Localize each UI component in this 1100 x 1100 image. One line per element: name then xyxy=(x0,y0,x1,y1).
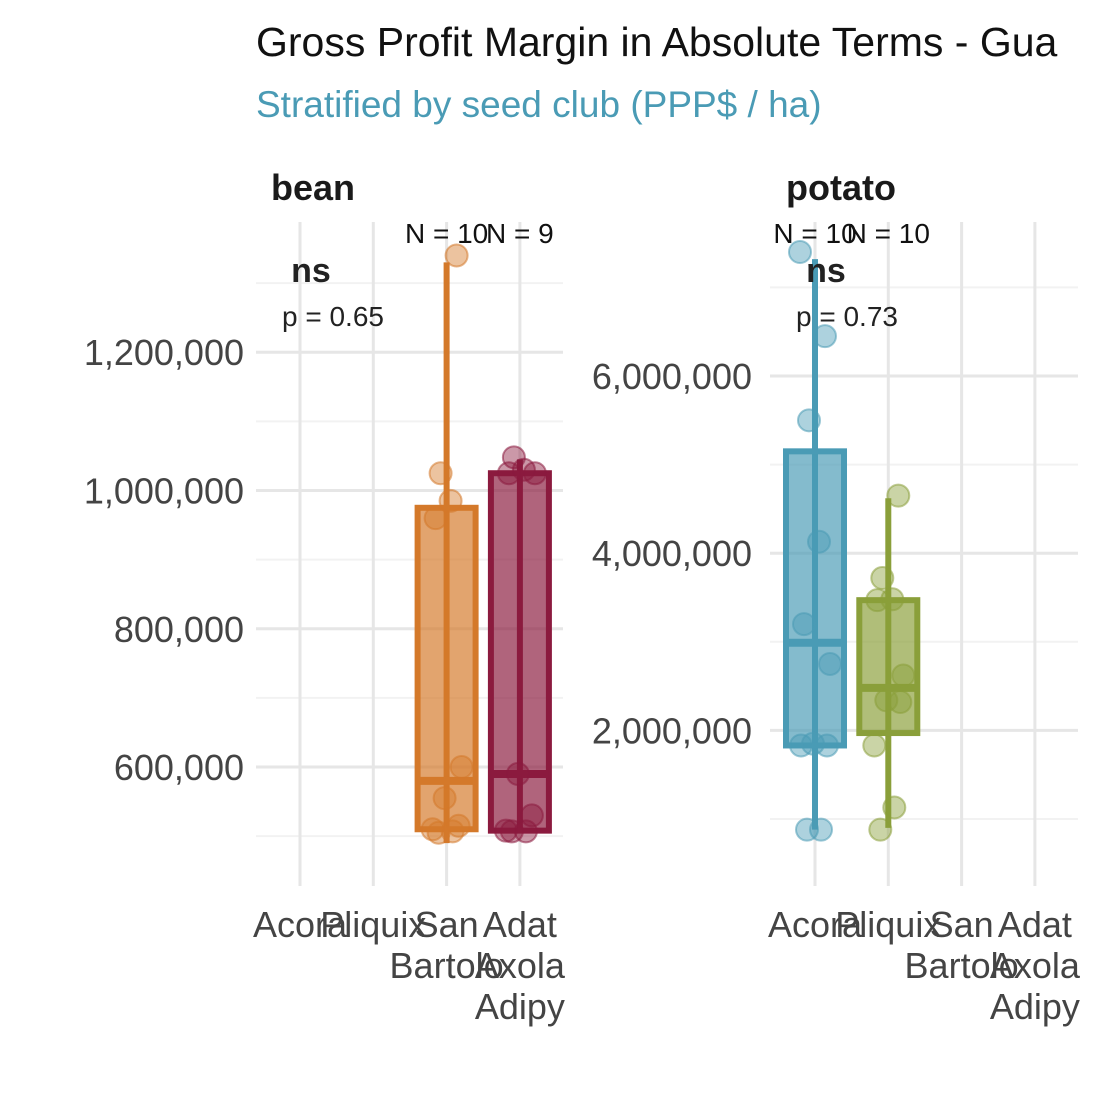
facet-potato-significance: ns xyxy=(806,252,846,290)
y-tick-label: 2,000,000 xyxy=(592,710,752,751)
bean-san-bartolo-point xyxy=(446,813,471,838)
potato-acora-point xyxy=(792,612,816,637)
y-tick-label: 600,000 xyxy=(114,747,244,788)
potato-pliquix-point xyxy=(882,795,907,820)
potato-acora-point xyxy=(789,733,813,758)
x-tick-label: Adipy xyxy=(990,986,1080,1027)
y-tick-label: 1,200,000 xyxy=(84,332,244,373)
potato-acora-point xyxy=(801,731,825,756)
x-tick-label: Pliquix xyxy=(835,904,941,945)
y-tick-label: 1,000,000 xyxy=(84,471,244,512)
potato-acora-point xyxy=(788,240,812,264)
facet-bean-p-value: p = 0.65 xyxy=(282,301,384,332)
facet-potato-boxes xyxy=(783,240,921,842)
x-tick-label: Axola xyxy=(475,945,566,986)
potato-pliquix-point xyxy=(886,483,911,508)
x-tick-label: Bartolo xyxy=(905,945,1019,986)
potato-acora-point xyxy=(818,651,842,676)
potato-pliquix-n-label: N = 10 xyxy=(847,218,930,249)
potato-acora-box xyxy=(783,448,847,749)
bean-san-bartolo-point xyxy=(423,506,448,531)
bean-san-bartolo-point xyxy=(444,243,469,268)
bean-san-bartolo-point xyxy=(428,461,453,486)
facet-potato-n-labels: N = 10N = 10 xyxy=(773,218,930,249)
facet-bean: bean 600,000 800,000 1,000,000 1,200,000 Ac… xyxy=(84,167,566,1027)
chart-subtitle: Stratified by seed club (PPP$ / ha) xyxy=(256,84,822,125)
x-tick-label: Pliquix xyxy=(320,904,426,945)
x-tick-label: Acora xyxy=(768,904,863,945)
bean-adat-axola-adipy-point xyxy=(493,818,518,843)
potato-acora-n-label: N = 10 xyxy=(773,218,856,249)
x-tick-label: Acora xyxy=(253,904,348,945)
potato-pliquix-point xyxy=(868,817,893,842)
bean-san-bartolo-point xyxy=(420,817,445,842)
bean-adat-axola-adipy-point xyxy=(501,445,526,470)
facet-potato-yticks: 2,000,000 4,000,000 6,000,000 xyxy=(592,356,752,751)
y-tick-label: 800,000 xyxy=(114,609,244,650)
chart-title: Gross Profit Margin in Absolute Terms - … xyxy=(256,19,1058,65)
potato-acora-point xyxy=(797,408,821,433)
bean-san-bartolo-point xyxy=(449,755,474,780)
bean-san-bartolo-box xyxy=(414,504,479,833)
bean-adat-axola-adipy-point xyxy=(519,803,544,828)
potato-acora-point xyxy=(809,817,833,842)
bean-san-bartolo-n-label: N = 10 xyxy=(405,218,488,249)
x-tick-label: San xyxy=(930,904,994,945)
facet-bean-significance: ns xyxy=(291,252,331,290)
potato-pliquix-point xyxy=(891,663,916,688)
facet-potato-label: potato xyxy=(786,167,896,208)
bean-san-bartolo-point xyxy=(432,786,457,811)
facet-potato: potato 2,000,000 4,000,000 6,000,000 Acora… xyxy=(592,167,1081,1027)
facet-bean-label: bean xyxy=(271,167,355,208)
x-tick-label: Adat xyxy=(483,904,557,945)
potato-pliquix-point xyxy=(874,688,899,713)
potato-acora-point xyxy=(813,324,837,349)
potato-pliquix-point xyxy=(880,587,905,612)
bean-adat-axola-adipy-point xyxy=(505,761,530,786)
y-tick-label: 6,000,000 xyxy=(592,356,752,397)
facet-bean-yticks: 600,000 800,000 1,000,000 1,200,000 xyxy=(84,332,244,788)
bean-adat-axola-adipy-n-label: N = 9 xyxy=(486,218,554,249)
x-tick-label: Adipy xyxy=(475,986,565,1027)
facet-bean-n-labels: N = 10N = 9 xyxy=(405,218,554,249)
bean-san-bartolo-point xyxy=(438,488,463,513)
x-tick-label: Bartolo xyxy=(390,945,504,986)
potato-pliquix-point xyxy=(862,733,887,758)
x-tick-label: Axola xyxy=(990,945,1081,986)
x-tick-label: San xyxy=(415,904,479,945)
x-tick-label: Adat xyxy=(998,904,1072,945)
facet-potato-p-value: p = 0.73 xyxy=(796,301,898,332)
facet-bean-boxes xyxy=(414,243,552,845)
potato-pliquix-point xyxy=(870,566,895,591)
y-tick-label: 4,000,000 xyxy=(592,533,752,574)
potato-acora-point xyxy=(807,529,831,554)
